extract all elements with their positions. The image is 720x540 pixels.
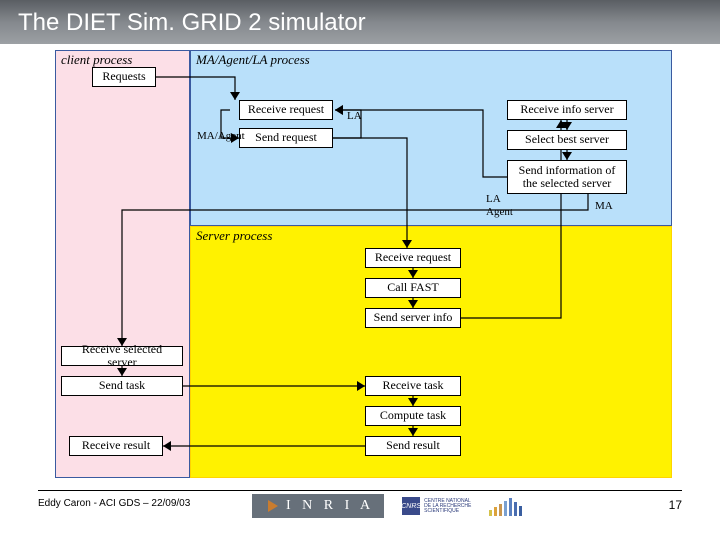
label-ma_agent: MA/Agent <box>197 130 245 142</box>
box-recv_request_a: Receive request <box>239 100 333 120</box>
label-la_top: LA <box>347 110 362 122</box>
box-select_best: Select best server <box>507 130 627 150</box>
label-agent: Agent <box>486 206 513 218</box>
cnrs-text: CENTRE NATIONAL DE LA RECHERCHE SCIENTIF… <box>424 499 471 514</box>
region-label-client: client process <box>61 52 132 68</box>
inria-triangle-icon <box>268 500 278 512</box>
region-label-server: Server process <box>196 228 272 244</box>
box-send_result: Send result <box>365 436 461 456</box>
box-requests: Requests <box>92 67 156 87</box>
box-recv_request_s: Receive request <box>365 248 461 268</box>
box-send_srv_info: Send server info <box>365 308 461 328</box>
diagram: client process MA/Agent/LA process Server … <box>55 50 672 478</box>
region-label-agent: MA/Agent/LA process <box>196 52 310 68</box>
box-recv_task: Receive task <box>365 376 461 396</box>
bars-logo <box>489 496 522 516</box>
slide-title: The DIET Sim. GRID 2 simulator <box>0 0 720 44</box>
bar-icon <box>489 510 492 516</box>
inria-logo: I N R I A <box>252 494 384 518</box>
page-number: 17 <box>669 498 682 512</box>
cnrs-logo: CNRS CENTRE NATIONAL DE LA RECHERCHE SCI… <box>402 497 471 515</box>
label-ma: MA <box>595 200 613 212</box>
box-send_task: Send task <box>61 376 183 396</box>
region-client <box>55 50 190 478</box>
box-compute_task: Compute task <box>365 406 461 426</box>
box-call_fast: Call FAST <box>365 278 461 298</box>
box-recv_sel_srv: Receive selected server <box>61 346 183 366</box>
cnrs-square-icon: CNRS <box>402 497 420 515</box>
footer-divider <box>38 490 682 491</box>
label-la: LA <box>486 193 501 205</box>
bar-icon <box>519 506 522 516</box>
footer-text: Eddy Caron - ACI GDS – 22/09/03 <box>38 498 190 509</box>
box-recv_info: Receive info server <box>507 100 627 120</box>
footer-logos: I N R I A CNRS CENTRE NATIONAL DE LA REC… <box>252 494 522 518</box>
bar-icon <box>494 507 497 516</box>
bar-icon <box>499 504 502 516</box>
box-recv_result: Receive result <box>69 436 163 456</box>
inria-text: I N R I A <box>286 498 374 514</box>
bar-icon <box>504 501 507 516</box>
bar-icon <box>509 498 512 516</box>
box-send_info_sel: Send information of the selected server <box>507 160 627 194</box>
bar-icon <box>514 502 517 516</box>
box-send_request: Send request <box>239 128 333 148</box>
